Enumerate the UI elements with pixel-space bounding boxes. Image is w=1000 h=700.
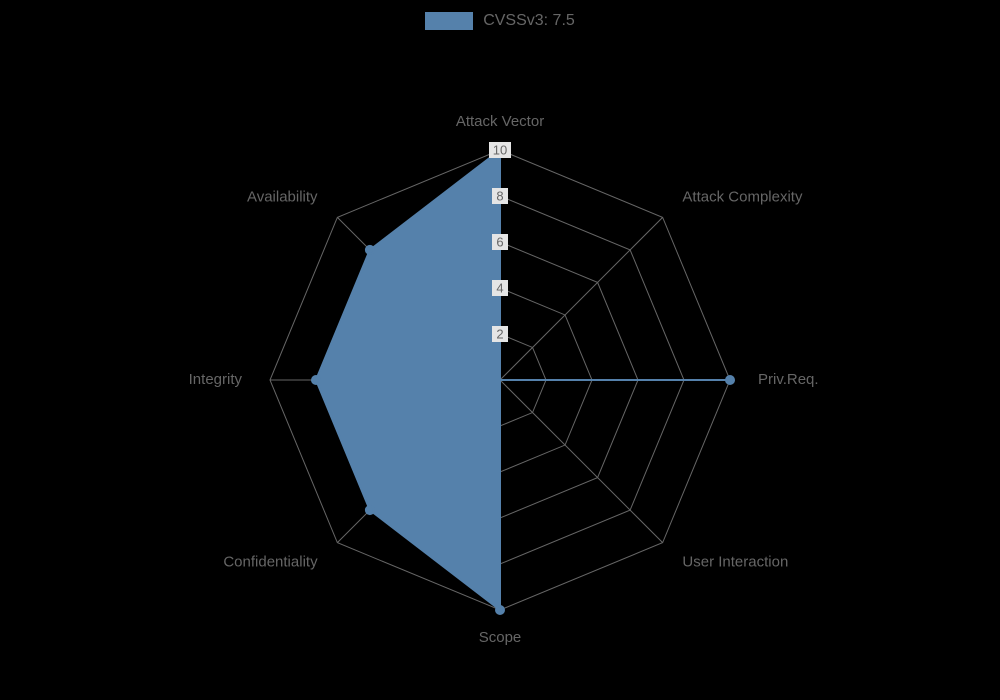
- axis-label: Integrity: [189, 371, 243, 388]
- axis-label: Availability: [247, 189, 318, 206]
- data-point: [496, 606, 504, 614]
- tick-label: 2: [496, 326, 503, 341]
- data-point: [312, 376, 320, 384]
- axis-label: Confidentiality: [223, 553, 318, 570]
- tick-label: 8: [496, 188, 503, 203]
- axis-label: Priv.Req.: [758, 371, 819, 388]
- data-point: [726, 376, 734, 384]
- data-area: [316, 150, 730, 610]
- axis-label: Attack Complexity: [682, 189, 803, 206]
- data-point: [366, 506, 374, 514]
- data-point: [366, 246, 374, 254]
- radar-chart: Attack Vector Attack Complexity Priv.Req. U…: [0, 0, 1000, 700]
- axis-label: Attack Vector: [456, 113, 544, 130]
- tick-label: 10: [493, 142, 507, 157]
- axis-label: Scope: [479, 629, 522, 646]
- tick-label: 4: [496, 280, 503, 295]
- tick-label: 6: [496, 234, 503, 249]
- axis-label: User Interaction: [682, 553, 788, 570]
